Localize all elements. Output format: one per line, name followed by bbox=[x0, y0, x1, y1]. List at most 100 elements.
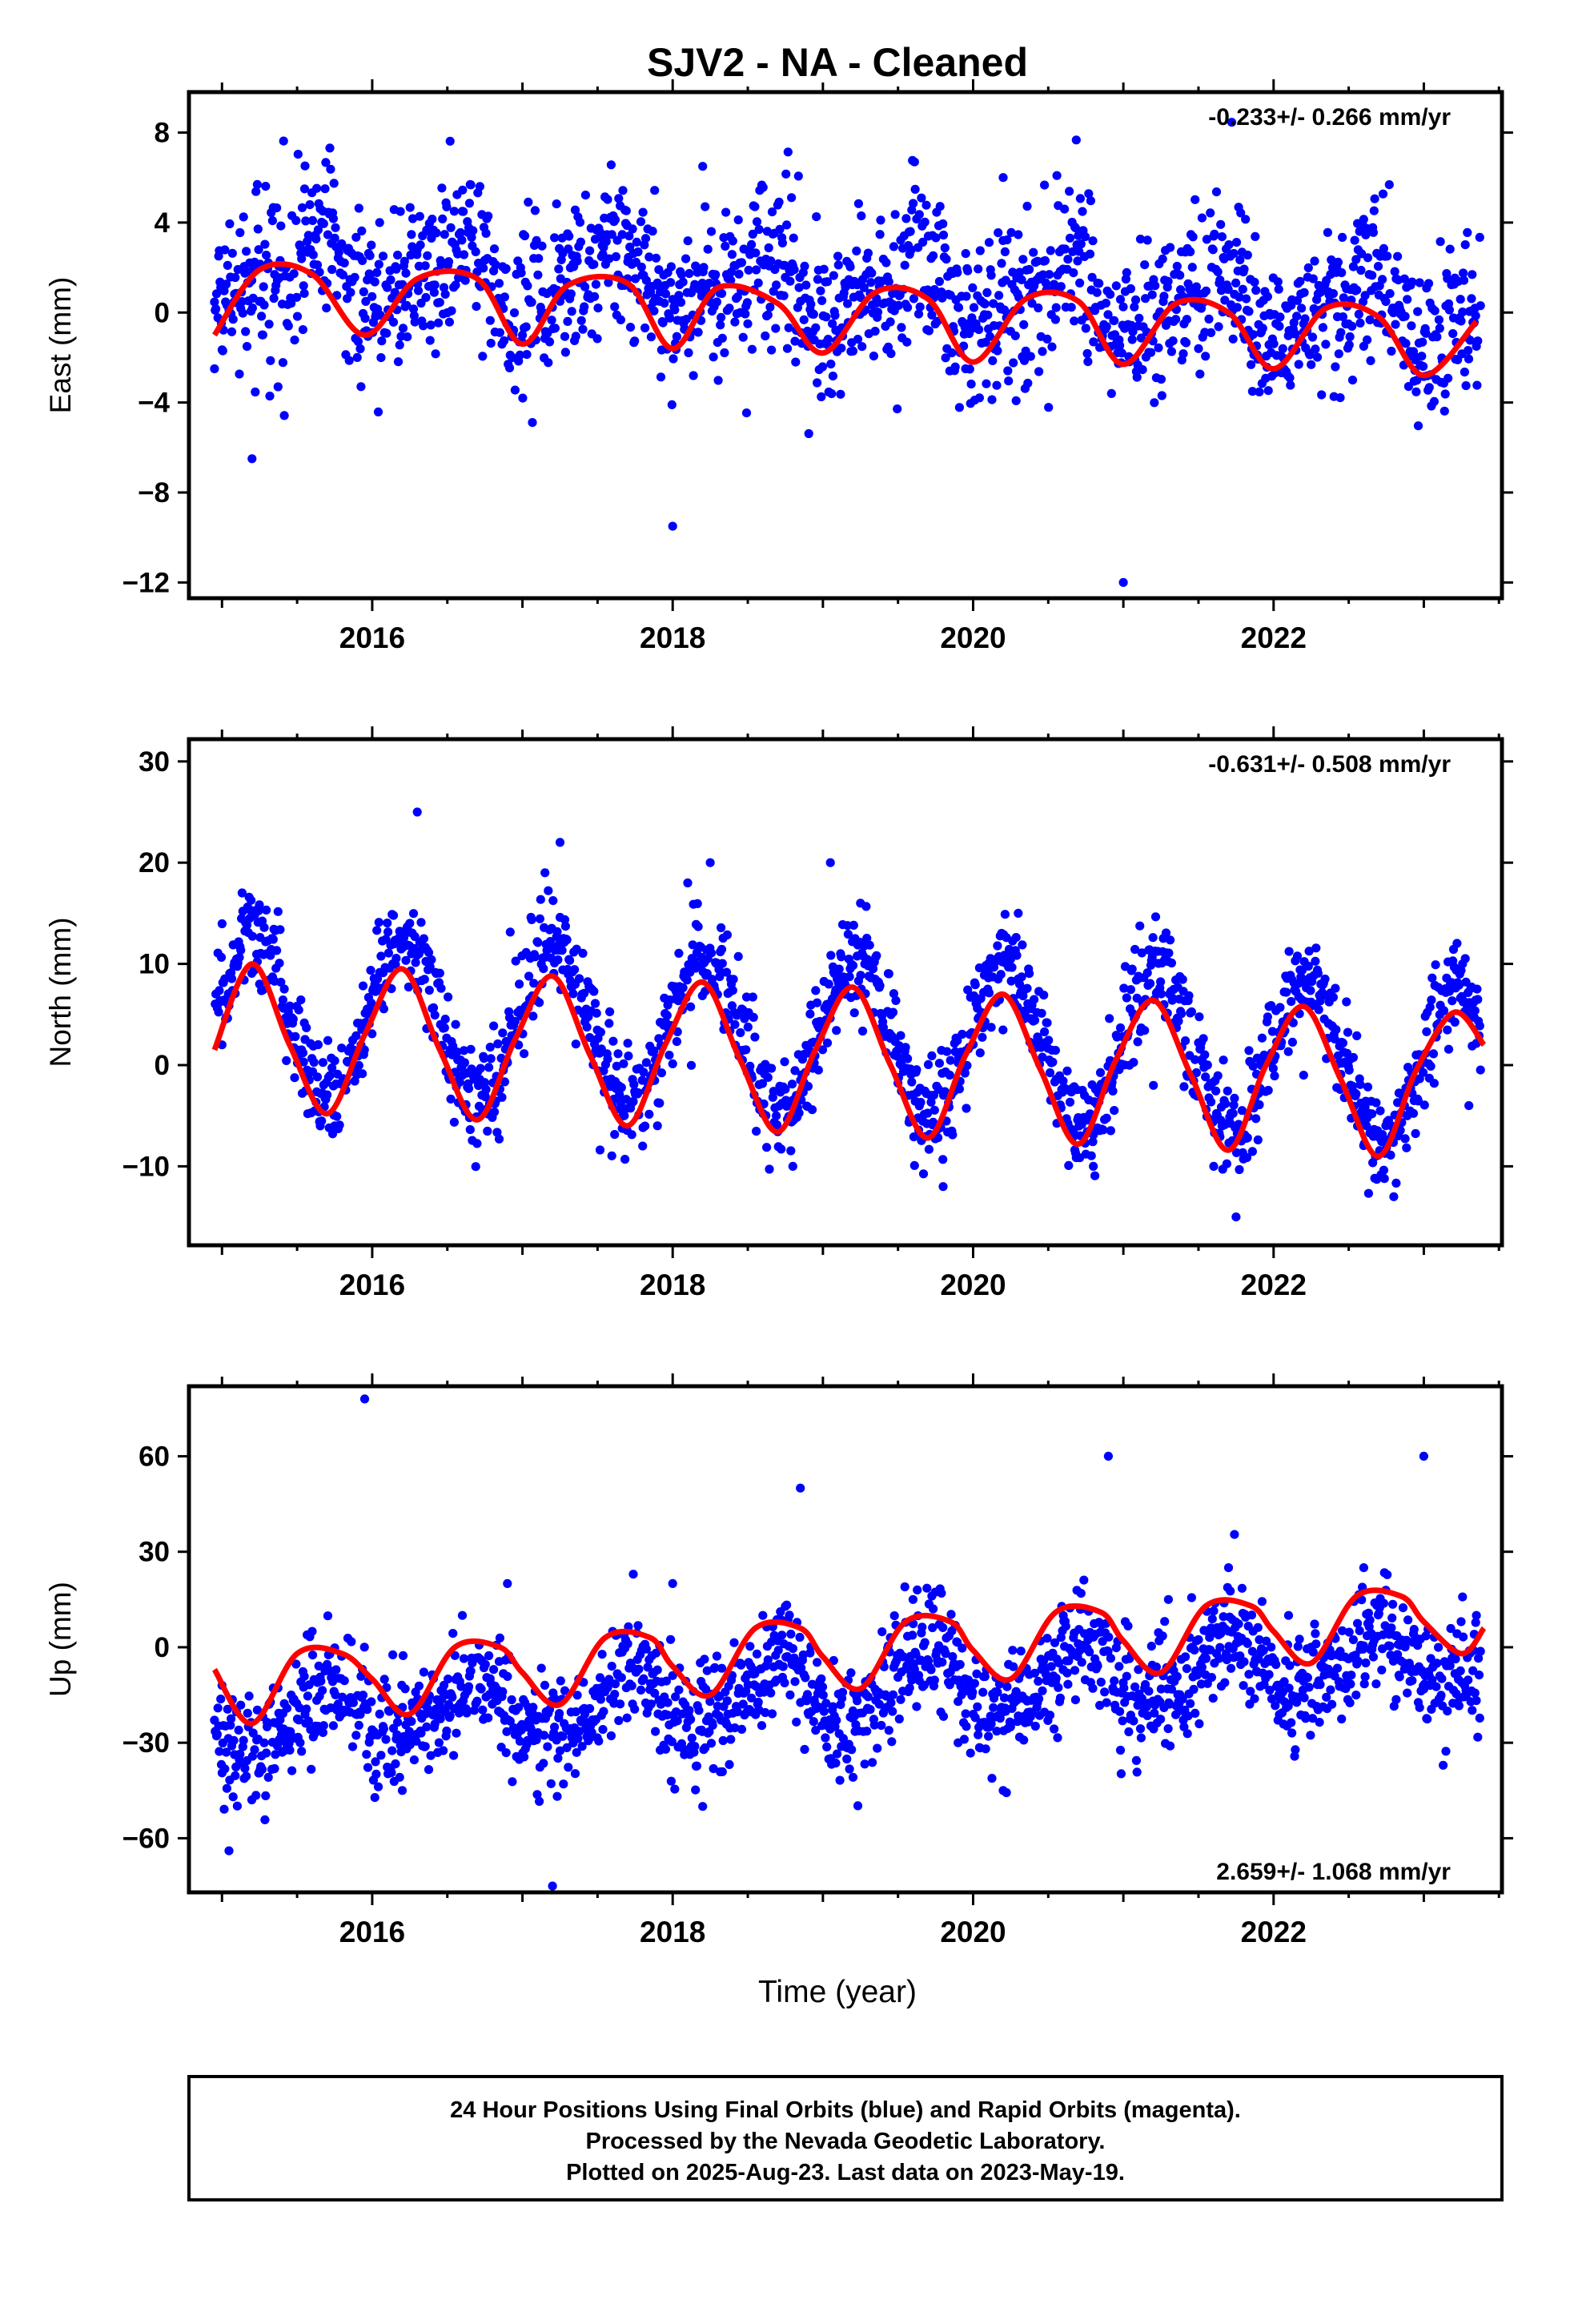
scatter-point bbox=[938, 1658, 947, 1667]
scatter-point bbox=[961, 249, 970, 259]
scatter-point bbox=[375, 1709, 384, 1719]
scatter-point bbox=[423, 251, 432, 260]
scatter-point bbox=[1140, 1026, 1150, 1035]
scatter-point bbox=[438, 214, 448, 223]
scatter-point bbox=[295, 1738, 305, 1747]
scatter-point bbox=[923, 1059, 934, 1069]
east-observed-point bbox=[1359, 341, 1368, 351]
scatter-point bbox=[1075, 278, 1085, 287]
scatter-point bbox=[1104, 1632, 1114, 1642]
scatter-point bbox=[1103, 310, 1113, 320]
scatter-point bbox=[857, 342, 867, 352]
scatter-point bbox=[1251, 1114, 1261, 1124]
scatter-point bbox=[1142, 1711, 1152, 1720]
scatter-point bbox=[1042, 334, 1052, 344]
scatter-point bbox=[440, 1015, 450, 1024]
scatter-point bbox=[938, 1155, 948, 1164]
scatter-point bbox=[1387, 346, 1396, 356]
scatter-point bbox=[1360, 291, 1370, 300]
scatter-point bbox=[214, 1007, 223, 1017]
scatter-point bbox=[717, 288, 727, 299]
east-x-tick-label: 2016 bbox=[339, 621, 405, 654]
scatter-point bbox=[550, 1723, 560, 1732]
scatter-point bbox=[1339, 293, 1348, 303]
scatter-point bbox=[1066, 303, 1076, 312]
east-plot-frame bbox=[187, 90, 1504, 601]
scatter-point bbox=[1172, 1671, 1182, 1682]
scatter-point bbox=[763, 310, 773, 320]
scatter-point bbox=[813, 275, 822, 284]
scatter-point bbox=[848, 961, 858, 971]
scatter-point bbox=[1129, 1716, 1138, 1726]
scatter-point bbox=[986, 1023, 996, 1032]
scatter-point bbox=[1386, 1150, 1395, 1160]
scatter-point bbox=[1227, 1663, 1236, 1673]
scatter-point bbox=[387, 1767, 396, 1778]
scatter-point bbox=[305, 200, 315, 210]
scatter-point bbox=[1295, 276, 1305, 286]
east-fit-curve bbox=[211, 261, 1479, 379]
scatter-point bbox=[1344, 1065, 1354, 1075]
scatter-point bbox=[824, 979, 833, 989]
scatter-point bbox=[372, 926, 382, 935]
scatter-point bbox=[786, 1146, 796, 1156]
scatter-point bbox=[1336, 328, 1346, 337]
north-observed-point bbox=[1089, 1161, 1098, 1171]
scatter-point bbox=[1331, 1025, 1341, 1035]
scatter-point bbox=[1443, 1044, 1454, 1054]
scatter-point bbox=[456, 227, 465, 238]
scatter-point bbox=[1452, 939, 1462, 948]
scatter-point bbox=[1413, 421, 1423, 431]
scatter-point bbox=[775, 224, 785, 234]
scatter-point bbox=[1291, 1745, 1300, 1755]
scatter-point bbox=[829, 271, 838, 280]
scatter-point bbox=[398, 324, 408, 333]
scatter-point bbox=[423, 1703, 432, 1713]
scatter-point bbox=[401, 955, 411, 965]
scatter-point bbox=[1202, 235, 1211, 244]
scatter-point bbox=[436, 983, 446, 993]
scatter-point bbox=[620, 1155, 630, 1164]
scatter-point bbox=[379, 1004, 388, 1014]
scatter-point bbox=[628, 1096, 638, 1107]
scatter-point bbox=[537, 241, 547, 251]
scatter-point bbox=[544, 886, 553, 895]
scatter-point bbox=[327, 264, 337, 275]
scatter-point bbox=[1267, 1694, 1277, 1703]
scatter-point bbox=[235, 227, 245, 238]
scatter-point bbox=[497, 1092, 507, 1102]
scatter-point bbox=[1253, 1622, 1263, 1632]
scatter-point bbox=[1243, 1638, 1252, 1648]
scatter-point bbox=[1472, 380, 1482, 390]
scatter-point bbox=[439, 1746, 448, 1755]
scatter-point bbox=[1146, 348, 1156, 357]
scatter-point bbox=[229, 1735, 239, 1745]
scatter-point bbox=[806, 300, 816, 309]
scatter-point bbox=[472, 302, 481, 312]
scatter-point bbox=[1096, 1677, 1106, 1687]
scatter-point bbox=[1264, 1670, 1274, 1679]
scatter-point bbox=[299, 288, 309, 298]
scatter-point bbox=[1208, 245, 1218, 255]
scatter-point bbox=[906, 245, 916, 255]
scatter-point bbox=[692, 1761, 702, 1771]
scatter-point bbox=[903, 303, 913, 312]
scatter-point bbox=[318, 1727, 327, 1737]
scatter-point bbox=[673, 1716, 682, 1726]
scatter-point bbox=[1055, 1693, 1065, 1703]
scatter-point bbox=[555, 1709, 564, 1719]
scatter-point bbox=[1378, 1130, 1387, 1140]
east-observed-point bbox=[210, 364, 219, 374]
scatter-point bbox=[1343, 1027, 1353, 1037]
scatter-point bbox=[1291, 329, 1300, 339]
scatter-point bbox=[1134, 1665, 1143, 1675]
scatter-point bbox=[782, 220, 792, 230]
scatter-point bbox=[480, 1659, 490, 1669]
scatter-point bbox=[223, 1704, 232, 1714]
scatter-point bbox=[503, 1671, 512, 1681]
scatter-point bbox=[1029, 247, 1038, 257]
scatter-point bbox=[1166, 1741, 1175, 1751]
scatter-point bbox=[1201, 352, 1211, 361]
scatter-point bbox=[744, 265, 753, 275]
scatter-point bbox=[641, 275, 652, 285]
